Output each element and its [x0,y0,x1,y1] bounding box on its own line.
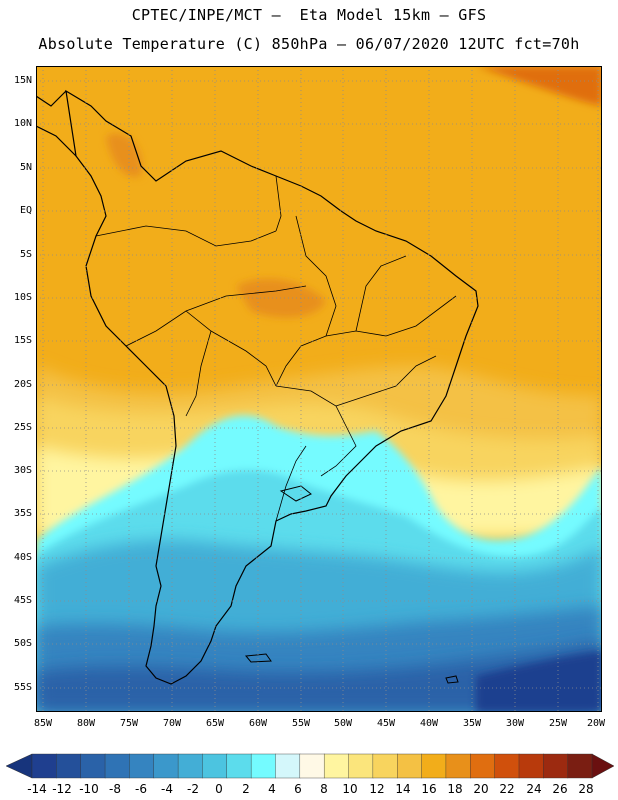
lon-label: 20W [586,718,606,729]
lat-label: 45S [13,595,32,606]
colorbar-swatch [202,753,228,779]
lat-label: 10S [13,292,32,303]
lat-label: 50S [13,638,32,649]
lon-label: 55W [291,718,311,729]
colorbar-swatch [226,753,252,779]
lon-label: 75W [119,718,139,729]
warm-patch-ne [476,66,602,106]
colorbar-swatch [153,753,179,779]
title-line-1: CPTEC/INPE/MCT — Eta Model 15km — GFS [131,6,487,24]
colorbar-label: -14 [27,782,47,796]
colorbar-swatch [104,753,130,779]
lon-label: 45W [376,718,396,729]
lat-label: EQ [19,205,32,216]
colorbar-swatch [372,753,398,779]
lat-label: 35S [13,508,32,519]
lat-label: 40S [13,552,32,563]
lon-label: 40W [419,718,439,729]
colorbar-swatch [348,753,374,779]
falklands-outline [245,653,272,663]
lon-label: 85W [33,718,53,729]
colorbar [5,753,615,779]
lat-label: 55S [13,682,32,693]
colorbar-swatch [275,753,301,779]
map-frame [36,66,602,712]
colorbar-label: 24 [526,782,542,796]
colorbar-label: -10 [79,782,99,796]
colorbar-label: 4 [268,782,276,796]
colorbar-label: 14 [395,782,411,796]
colorbar-label: 28 [578,782,594,796]
colorbar-swatch [421,753,447,779]
title-line-2: Absolute Temperature (C) 850hPa — 06/07/… [38,35,580,53]
lat-label: 20S [13,379,32,390]
colorbar-swatch [470,753,496,779]
colorbar-swatches [5,753,615,779]
colorbar-over-arrow [591,753,615,779]
colorbar-swatch [80,753,106,779]
colorbar-swatch [543,753,569,779]
lat-label: 25S [13,422,32,433]
lon-label: 25W [548,718,568,729]
colorbar-swatch [567,753,593,779]
colorbar-label: 20 [473,782,489,796]
lon-label: 65W [205,718,225,729]
uruguay-outline [279,485,312,502]
field-minus14 [476,651,602,712]
country-borders [95,175,457,522]
colorbar-label: 26 [552,782,568,796]
colorbar-swatch [177,753,203,779]
continent-outline [65,89,479,685]
colorbar-label: -2 [187,782,199,796]
colorbar-swatch [250,753,276,779]
colorbar-swatch [518,753,544,779]
colorbar-label: 6 [294,782,302,796]
colorbar-swatch [397,753,423,779]
colorbar-label: 18 [447,782,463,796]
lat-label: 15S [13,335,32,346]
lon-label: 50W [333,718,353,729]
colorbar-label: 22 [499,782,515,796]
colorbar-label: 8 [320,782,328,796]
colorbar-swatch [31,753,57,779]
lon-label: 35W [462,718,482,729]
colorbar-label: -4 [161,782,173,796]
south-georgia-outline [445,675,459,684]
colorbar-label: -6 [135,782,147,796]
colorbar-swatch [56,753,82,779]
colorbar-swatch [494,753,520,779]
lat-label: 15N [13,75,32,86]
temperature-map [36,66,602,712]
field-minus12-minus10 [36,641,602,712]
lon-label: 30W [505,718,525,729]
colorbar-label: -8 [109,782,121,796]
colorbar-label: 12 [369,782,385,796]
lat-label: 5S [19,249,32,260]
colorbar-swatch [323,753,350,779]
lat-label: 30S [13,465,32,476]
colorbar-label: 10 [342,782,358,796]
lon-label: 80W [76,718,96,729]
lon-label: 60W [248,718,268,729]
lat-label: 10N [13,118,32,129]
warm-patch-north [106,133,142,177]
colorbar-swatch [445,753,471,779]
colorbar-label: -12 [52,782,72,796]
colorbar-swatch [129,753,155,779]
colorbar-label: 0 [215,782,223,796]
colorbar-label: 2 [242,782,250,796]
colorbar-under-arrow [5,753,33,779]
colorbar-label: 16 [421,782,437,796]
central-america-outline [36,90,77,157]
lat-label: 5N [19,162,32,173]
colorbar-swatch [299,753,325,779]
lon-label: 70W [162,718,182,729]
